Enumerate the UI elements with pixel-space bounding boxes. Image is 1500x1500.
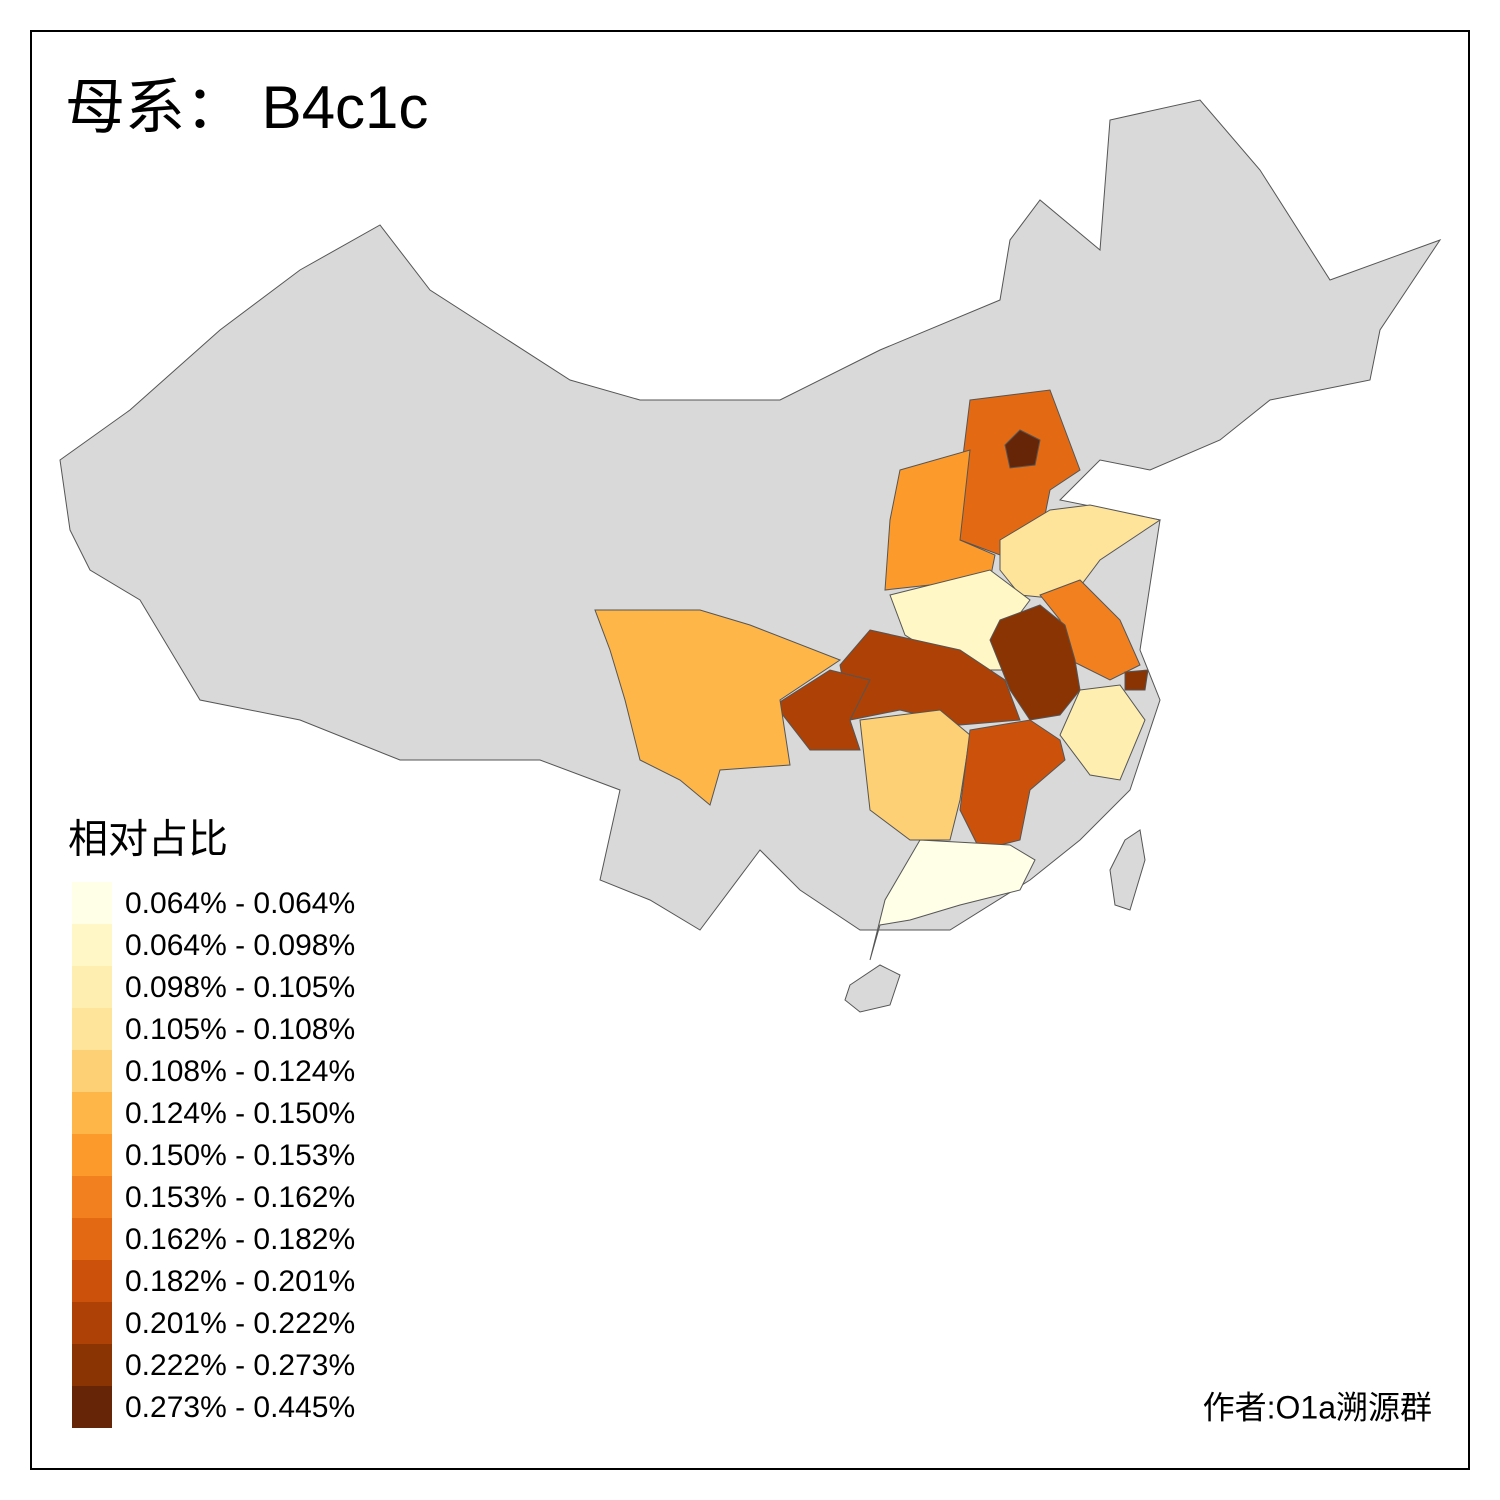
legend-swatch <box>72 1344 112 1386</box>
legend-label: 0.150% - 0.153% <box>125 1139 355 1172</box>
legend-label: 0.153% - 0.162% <box>125 1181 355 1214</box>
legend-swatch <box>72 1386 112 1428</box>
map-title: 母系： B4c1c <box>65 74 428 141</box>
legend-label: 0.222% - 0.273% <box>125 1349 355 1382</box>
province-shandong <box>999 504 1162 601</box>
province-anhui <box>989 604 1081 721</box>
legend-swatch <box>72 1302 112 1344</box>
legend-swatch <box>72 1050 112 1092</box>
province-chongqing <box>774 669 871 751</box>
hainan <box>844 964 901 1013</box>
legend-swatch <box>72 966 112 1008</box>
province-beijing <box>1004 429 1041 469</box>
legend-label: 0.201% - 0.222% <box>125 1307 355 1340</box>
province-jiangxi <box>959 719 1066 851</box>
legend-swatch <box>72 924 112 966</box>
province-sichuan <box>594 609 842 806</box>
taiwan <box>1109 829 1146 911</box>
legend-title: 相对占比 <box>68 818 228 862</box>
legend-label: 0.105% - 0.108% <box>125 1013 355 1046</box>
legend-label: 0.064% - 0.098% <box>125 929 355 962</box>
legend-swatch <box>72 1260 112 1302</box>
legend-label: 0.108% - 0.124% <box>125 1055 355 1088</box>
legend-label: 0.182% - 0.201% <box>125 1265 355 1298</box>
legend-label: 0.124% - 0.150% <box>125 1097 355 1130</box>
legend: 0.064% - 0.064% 0.064% - 0.098% 0.098% - 0… <box>72 882 355 1428</box>
province-layer <box>594 389 1162 961</box>
legend-label: 0.273% - 0.445% <box>125 1391 355 1424</box>
legend-swatch <box>72 1176 112 1218</box>
legend-swatch <box>72 1134 112 1176</box>
province-guangdong <box>869 839 1036 961</box>
province-zhejiang <box>1059 684 1146 781</box>
legend-swatch <box>72 1008 112 1050</box>
legend-label: 0.162% - 0.182% <box>125 1223 355 1256</box>
legend-swatch <box>72 1218 112 1260</box>
legend-swatch <box>72 1092 112 1134</box>
province-hunan <box>859 709 971 841</box>
credit: 作者:O1a溯源群 <box>1203 1389 1432 1425</box>
province-shanghai <box>1124 669 1149 691</box>
legend-label: 0.098% - 0.105% <box>125 971 355 1004</box>
legend-swatch <box>72 882 112 924</box>
legend-label: 0.064% - 0.064% <box>125 887 355 920</box>
